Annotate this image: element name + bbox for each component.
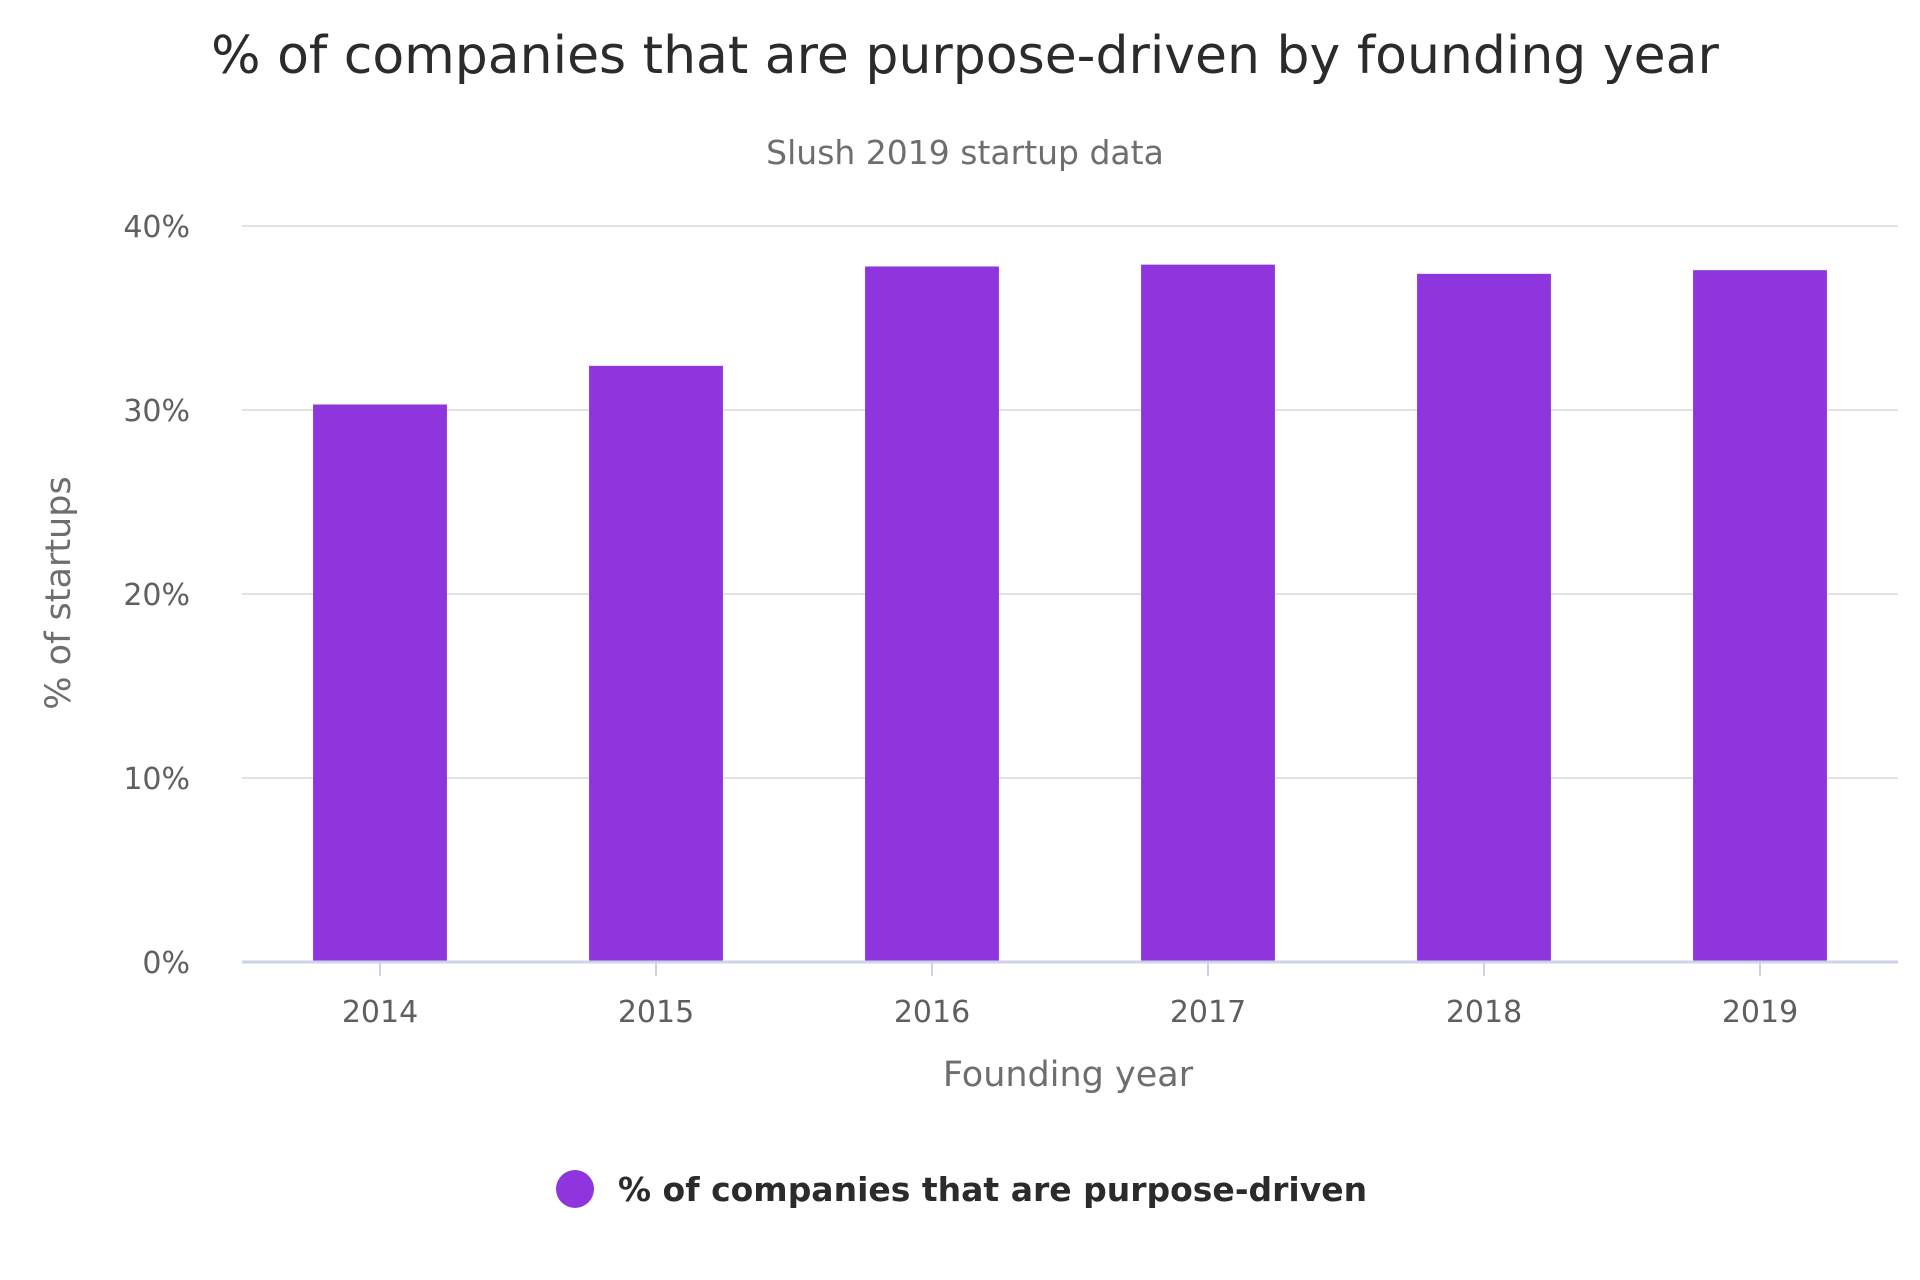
x-tick-label: 2018: [1446, 995, 1522, 1030]
chart-title: % of companies that are purpose-driven b…: [211, 26, 1719, 86]
bar-2017: [1141, 264, 1275, 962]
y-axis-ticks: 0% 10% 20% 30% 40%: [123, 210, 190, 981]
legend: % of companies that are purpose-driven: [556, 1170, 1367, 1209]
chart-subtitle: Slush 2019 startup data: [766, 133, 1164, 172]
x-tick-label: 2017: [1170, 995, 1246, 1030]
y-tick-label: 0%: [142, 946, 190, 981]
x-tick-label: 2019: [1722, 995, 1798, 1030]
x-tick-label: 2014: [342, 995, 418, 1030]
x-axis-title: Founding year: [943, 1055, 1194, 1095]
bar-2019: [1693, 270, 1827, 962]
y-gridlines: [242, 225, 1898, 779]
bar-2018: [1417, 273, 1551, 963]
x-axis-ticks: 2014 2015 2016 2017 2018 2019: [342, 962, 1798, 1030]
bar-2016: [865, 266, 999, 963]
x-tick-label: 2015: [618, 995, 694, 1030]
y-axis-title: % of startups: [39, 476, 79, 709]
y-tick-label: 10%: [123, 762, 190, 797]
bar-2014: [313, 404, 447, 963]
x-tick-label: 2016: [894, 995, 970, 1030]
legend-label: % of companies that are purpose-driven: [618, 1170, 1367, 1209]
y-tick-label: 30%: [123, 394, 190, 429]
bars: [313, 264, 1827, 963]
bar-2015: [589, 365, 723, 963]
y-tick-label: 20%: [123, 578, 190, 613]
legend-swatch-icon: [556, 1170, 594, 1208]
y-tick-label: 40%: [123, 210, 190, 245]
